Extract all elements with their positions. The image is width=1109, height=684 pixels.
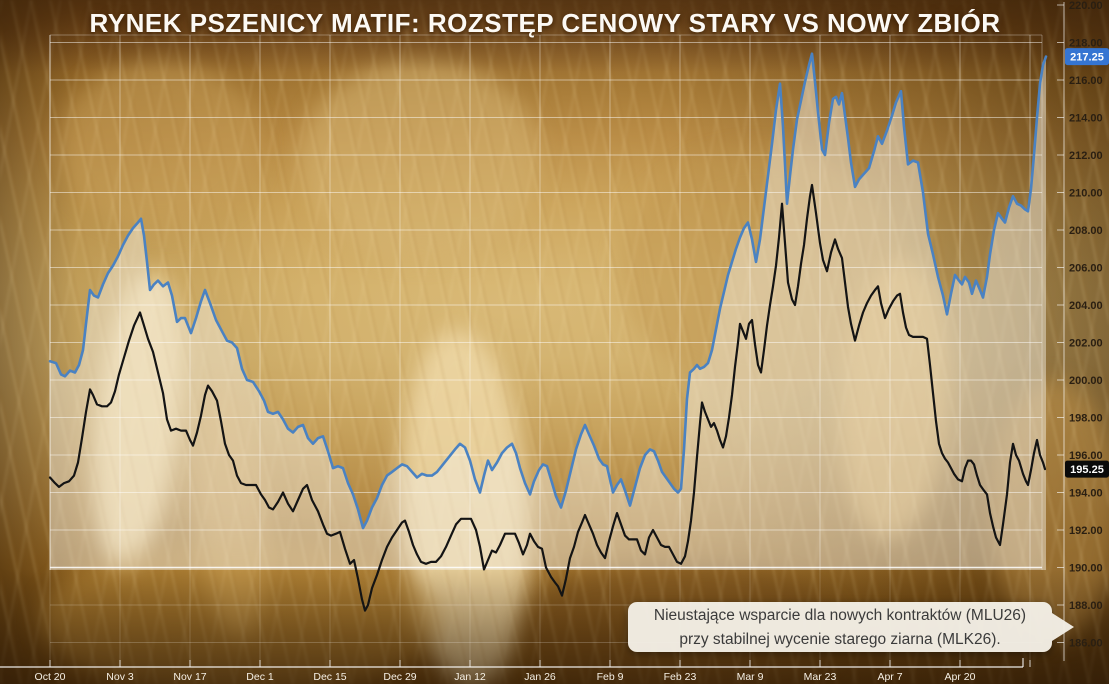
last-price-badge-label: 195.25 xyxy=(1070,464,1104,476)
last-price-badge-mlk26 xyxy=(1065,460,1109,478)
y-axis-label: 188.00 xyxy=(1069,600,1103,612)
chart-title: RYNEK PSZENICY MATIF: ROZSTĘP CENOWY STA… xyxy=(89,8,1001,38)
y-axis-label: 208.00 xyxy=(1069,225,1103,237)
y-axis-label: 210.00 xyxy=(1069,188,1103,200)
y-axis-label: 202.00 xyxy=(1069,338,1103,350)
y-axis-label: 186.00 xyxy=(1069,638,1103,650)
top-shade xyxy=(0,0,1109,72)
y-axis-label: 190.00 xyxy=(1069,563,1103,575)
y-axis-label: 216.00 xyxy=(1069,75,1103,87)
y-axis-label: 212.00 xyxy=(1069,150,1103,162)
x-axis-label: Nov 3 xyxy=(106,671,134,683)
wheat-ear-shape xyxy=(300,60,540,260)
x-axis-label: Oct 20 xyxy=(35,671,66,683)
y-axis-label: 196.00 xyxy=(1069,450,1103,462)
annotation-arrow xyxy=(1052,613,1074,641)
y-axis-label: 214.00 xyxy=(1069,113,1103,125)
wheat-ear-shape xyxy=(60,60,260,230)
x-axis-label: Mar 9 xyxy=(737,671,764,683)
y-axis-label: 200.00 xyxy=(1069,375,1103,387)
x-axis-label: Dec 1 xyxy=(246,671,274,683)
x-axis-label: Jan 26 xyxy=(524,671,556,683)
y-axis-label: 198.00 xyxy=(1069,413,1103,425)
y-axis-label: 220.00 xyxy=(1069,0,1103,12)
x-axis-label: Dec 29 xyxy=(383,671,416,683)
x-axis-label: Feb 23 xyxy=(664,671,697,683)
x-axis-label: Apr 20 xyxy=(945,671,976,683)
series-line-mlk26-old-crop xyxy=(48,183,1047,612)
y-axis-label: 204.00 xyxy=(1069,300,1103,312)
x-axis-label: Dec 15 xyxy=(313,671,346,683)
y-axis-label: 218.00 xyxy=(1069,38,1103,50)
annotation-line2: przy stabilnej wycenie starego ziarna (M… xyxy=(679,631,1001,648)
x-axis-label: Apr 7 xyxy=(877,671,902,683)
annotation-line1: Nieustające wsparcie dla nowych kontrakt… xyxy=(653,607,1027,624)
y-axis-label: 194.00 xyxy=(1069,488,1103,500)
x-axis-label: Nov 17 xyxy=(173,671,206,683)
x-axis-label: Mar 23 xyxy=(804,671,837,683)
series-area-fill xyxy=(50,53,1046,570)
x-axis-label: Feb 9 xyxy=(597,671,624,683)
y-axis-label: 192.00 xyxy=(1069,525,1103,537)
y-axis-label: 206.00 xyxy=(1069,263,1103,275)
series-line-mlu26-new-crop xyxy=(48,52,1048,530)
x-axis-label: Jan 12 xyxy=(454,671,486,683)
annotation-callout: Nieustające wsparcie dla nowych kontrakt… xyxy=(628,602,1074,652)
last-price-badge-label: 217.25 xyxy=(1070,52,1104,64)
last-price-badge-mlu26 xyxy=(1065,48,1109,66)
